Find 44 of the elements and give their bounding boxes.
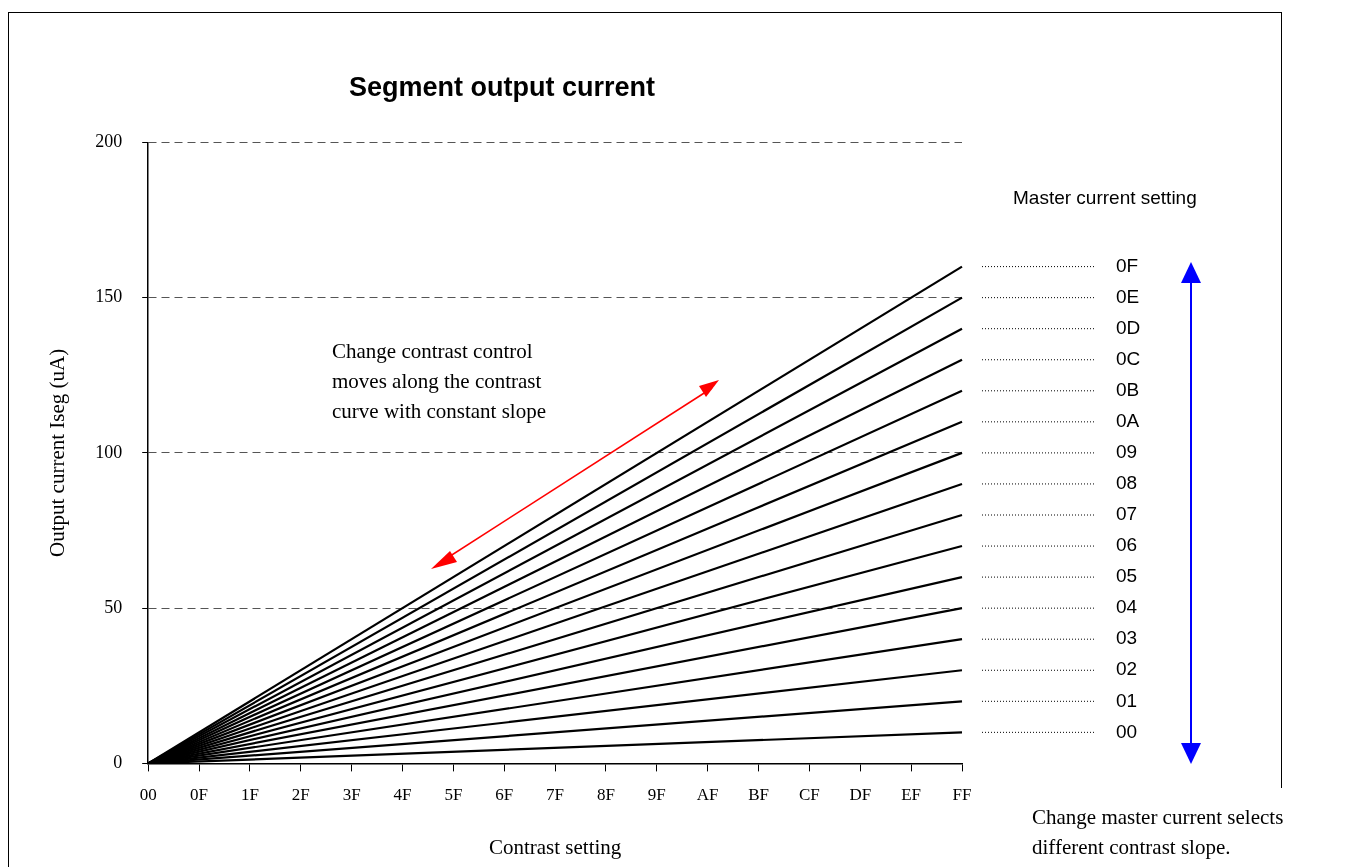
text: 0F	[1116, 254, 1139, 276]
x-tick-label: 1F	[240, 785, 259, 805]
text: 06	[1116, 534, 1138, 556]
x-tick-label: 9F	[647, 785, 666, 805]
text: 0B	[1116, 379, 1140, 401]
y-tick-label: 150	[95, 286, 123, 307]
text: 0C	[1116, 347, 1141, 369]
x-tick-label: EF	[901, 785, 922, 805]
y-tick-label: 200	[95, 131, 123, 152]
x-tick-label: 00	[139, 785, 157, 805]
x-tick-label: 4F	[393, 785, 412, 805]
text: 0E	[1116, 285, 1140, 307]
text: 0D	[1116, 316, 1141, 338]
text: 01	[1116, 689, 1138, 711]
x-tick-label: 6F	[495, 785, 514, 805]
x-tick-label: 2F	[291, 785, 310, 805]
x-tick-label: 8F	[596, 785, 615, 805]
x-tick-label: 3F	[342, 785, 361, 805]
x-axis-title: Contrast setting	[488, 834, 622, 859]
text: 0A	[1116, 410, 1140, 432]
legend-title: Master current setting	[1013, 187, 1197, 209]
text: 09	[1116, 441, 1138, 463]
y-axis-title: Output current Iseg (uA)	[45, 348, 70, 557]
text: 04	[1116, 596, 1138, 618]
text: 08	[1116, 472, 1138, 494]
text: 07	[1116, 503, 1138, 525]
x-tick-label: FF	[952, 785, 972, 805]
x-tick-label: 0F	[190, 785, 209, 805]
x-tick-label: DF	[849, 785, 872, 805]
chart-title: Segment output current	[348, 71, 656, 102]
text: 03	[1116, 627, 1138, 649]
y-tick-label: 50	[104, 596, 123, 617]
x-tick-label: 7F	[546, 785, 565, 805]
y-tick-label: 0	[113, 752, 123, 773]
y-tick-label: 100	[95, 441, 123, 462]
text: 05	[1116, 565, 1138, 587]
x-tick-label: AF	[696, 785, 719, 805]
text: 00	[1116, 720, 1138, 742]
x-tick-label: BF	[748, 785, 769, 805]
x-tick-label: CF	[799, 785, 820, 805]
text: Change master current selects different contrast slope.	[1032, 804, 1284, 859]
text: 02	[1116, 658, 1138, 680]
annotation: Change contrast control moves along the contrast curve with constant slope	[332, 338, 547, 423]
x-tick-label: 5F	[444, 785, 463, 805]
